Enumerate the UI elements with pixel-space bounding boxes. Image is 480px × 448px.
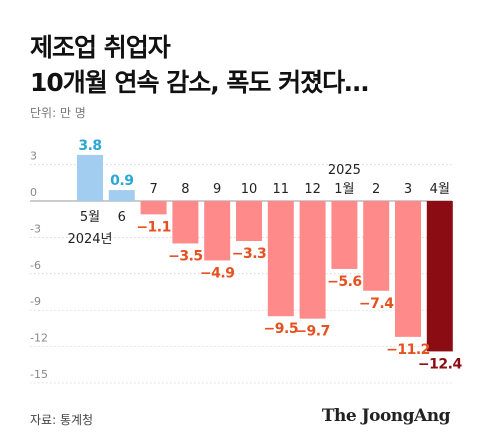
chart-title: 제조업 취업자 10개월 연속 감소, 폭도 커졌다… [30,30,369,100]
bar [204,201,231,261]
bar [77,154,103,201]
value-label: −3.3 [232,246,267,262]
y-tick-label: 0 [30,186,37,199]
value-label: −9.5 [264,321,299,337]
y-tick-label: -12 [30,332,48,345]
bars [77,154,453,352]
category-label: 1월 [334,182,354,197]
category-label: 3 [404,182,412,197]
value-label: −7.4 [359,296,394,312]
bar [426,201,453,352]
brand-logo: The JoongAng [321,406,451,426]
category-label: 6 [118,210,126,225]
title-line-2: 10개월 연속 감소, 폭도 커졌다… [30,68,369,97]
category-label: 7 [149,182,157,197]
value-label: −9.7 [295,324,330,340]
value-label: −5.6 [327,274,362,290]
category-label: 8 [181,182,189,197]
category-label: 4월 [430,182,450,197]
category-labels: 5월 6 7 8 9 10 11 12 1월 2 3 4월 2024년 2025 [67,163,449,247]
value-labels: 3.8 0.9 −1.1 −3.5−4.9 −3.3 −9.5−9.7 −5.6 −7.4 −1… [78,138,463,373]
title-line-1: 제조업 취업자 [30,33,171,62]
value-label: −1.1 [136,219,171,235]
year-label: 2024년 [67,232,112,247]
year-label: 2025 [328,163,361,178]
y-tick-label: -6 [30,259,41,272]
value-label: −11.2 [386,342,430,358]
category-label: 9 [213,182,221,197]
value-label: 3.8 [78,138,101,154]
bar [331,201,358,269]
bar [140,201,167,215]
bar [395,201,421,337]
bar [299,201,326,319]
bar [363,201,390,291]
category-label: 5월 [80,210,100,225]
value-label: −4.9 [200,265,235,281]
category-label: 11 [273,182,290,197]
value-label: −12.4 [418,356,463,372]
category-label: 10 [241,182,258,197]
bar [172,201,199,244]
y-tick-label: -15 [30,368,48,381]
y-tick-label: 3 [30,150,37,163]
unit-label: 단위: 만 명 [30,106,86,120]
y-axis-ticks: 3 0 -3 -6 -9 -12 -15 [30,150,48,381]
source-note: 자료: 통계청 [30,413,94,427]
bar [267,201,294,317]
bar [108,190,135,201]
y-tick-label: -3 [30,222,41,235]
value-label: 0.9 [110,173,133,189]
value-label: −3.5 [168,248,203,264]
y-tick-label: -9 [30,295,41,308]
category-label: 2 [372,182,380,197]
bar [236,201,262,242]
category-label: 12 [304,182,321,197]
